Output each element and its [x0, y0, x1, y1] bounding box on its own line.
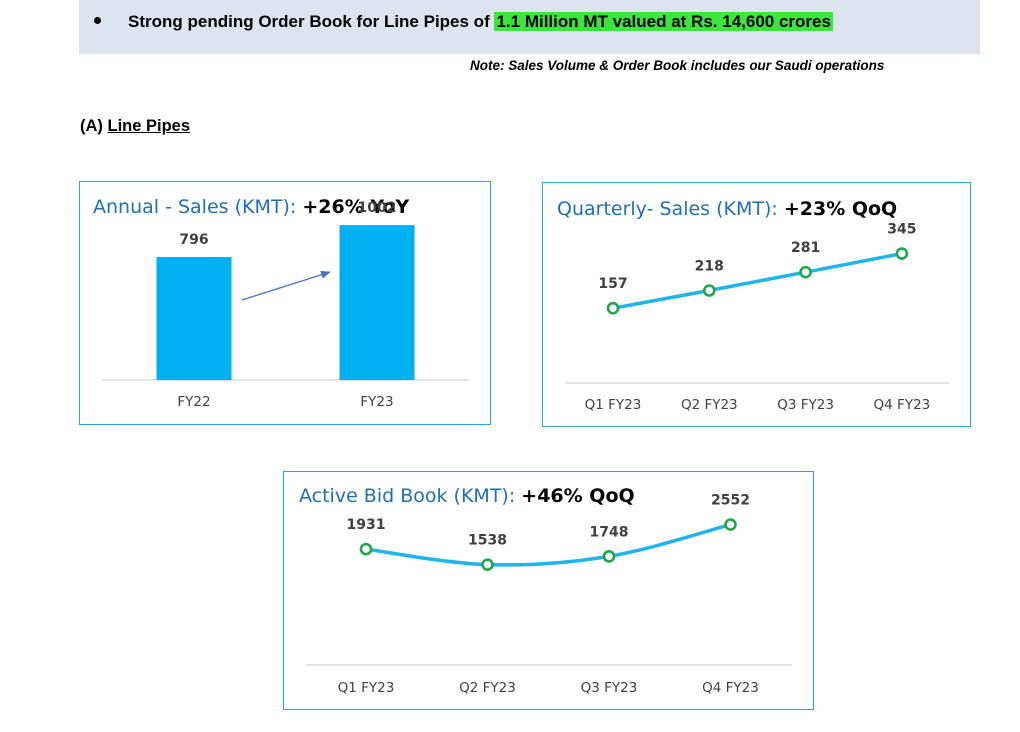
x-tick-label: FY23 [360, 394, 393, 410]
quarterly-point-marker [895, 247, 909, 260]
section-title: Line Pipes [107, 117, 191, 135]
quarterly-title-text: Quarterly- Sales (KMT): [557, 198, 778, 220]
bar-fy22 [156, 256, 232, 380]
order-book-bullet: Strong pending Order Book for Line Pipes… [128, 12, 833, 32]
bid-book-x-tick-label: Q1 FY23 [338, 680, 395, 696]
quarterly-sales-panel: Quarterly- Sales (KMT): +23% QoQ 157 Q1 F… [542, 182, 971, 427]
quarterly-x-tick-label: Q2 FY23 [681, 397, 738, 413]
annual-title-text: Annual - Sales (KMT): [93, 196, 297, 218]
highlighted-order-book: 1.1 Million MT valued at Rs. 14,600 cror… [494, 12, 833, 31]
quarterly-series-line [611, 251, 904, 310]
bid-book-value-label: 1538 [468, 533, 507, 549]
quarterly-point-marker [799, 265, 812, 279]
note-text: Note: Sales Volume & Order Book includes… [470, 58, 885, 73]
bid-book-value-label: 1748 [590, 524, 629, 540]
bar-value-label: 1002 [358, 200, 397, 216]
quarterly-value-label: 157 [598, 276, 627, 292]
annual-sales-panel: Annual - Sales (KMT): +26% YoY 796 FY22 10… [79, 181, 491, 425]
bullet-icon [94, 17, 101, 24]
bid-book-title-text: Active Bid Book (KMT): [299, 485, 516, 507]
annual-sales-chart: 796 FY22 1002 FY23 [102, 200, 468, 410]
bid-book-point-marker [359, 542, 373, 556]
quarterly-point-marker [606, 301, 620, 315]
bid-book-point-marker [602, 550, 616, 563]
quarterly-value-label: 281 [791, 240, 820, 256]
section-heading: (A) Line Pipes [80, 117, 190, 136]
bid-book-chart: 1931 Q1 FY23 1538 Q2 FY23 1748 Q3 FY23 2552 Q4 … [306, 493, 792, 696]
bar-value-label: 796 [179, 232, 208, 248]
bid-book-x-tick-label: Q4 FY23 [702, 680, 759, 696]
bid-book-qoq-growth: +46% QoQ [521, 485, 635, 507]
quarterly-value-label: 218 [695, 258, 724, 274]
quarterly-x-tick-label: Q3 FY23 [777, 397, 834, 413]
bullet-prefix: Strong pending Order Book for Line Pipes… [128, 12, 495, 31]
quarterly-x-tick-label: Q1 FY23 [585, 397, 642, 413]
section-prefix: (A) [80, 117, 103, 135]
quarterly-qoq-growth: +23% QoQ [783, 198, 898, 220]
bid-book-x-tick-label: Q2 FY23 [459, 680, 516, 696]
bid-book-panel: Active Bid Book (KMT): +46% QoQ 1931 Q1 F… [283, 471, 814, 710]
bid-book-value-label: 2552 [711, 493, 750, 509]
annual-yoy-growth: +26% YoY [302, 196, 410, 218]
bid-book-point-marker [481, 558, 494, 571]
bid-book-point-marker [724, 518, 737, 531]
bid-book-x-tick-label: Q3 FY23 [581, 680, 638, 696]
annual-sales-title: Annual - Sales (KMT): +26% YoY [93, 196, 409, 218]
bid-book-series-line [364, 522, 733, 567]
x-tick-label: FY22 [177, 394, 210, 410]
quarterly-x-tick-label: Q4 FY23 [874, 397, 931, 413]
quarterly-point-marker [703, 284, 716, 297]
growth-arrow [241, 270, 331, 301]
quarterly-value-label: 345 [887, 222, 916, 238]
quarterly-sales-chart: 157 Q1 FY23 218 Q2 FY23 281 Q3 FY23 345 Q4 FY23 [565, 222, 949, 413]
bar-fy23 [339, 225, 415, 380]
quarterly-sales-title: Quarterly- Sales (KMT): +23% QoQ [557, 198, 897, 220]
bid-book-title: Active Bid Book (KMT): +46% QoQ [299, 485, 635, 507]
bid-book-value-label: 1931 [347, 517, 386, 533]
